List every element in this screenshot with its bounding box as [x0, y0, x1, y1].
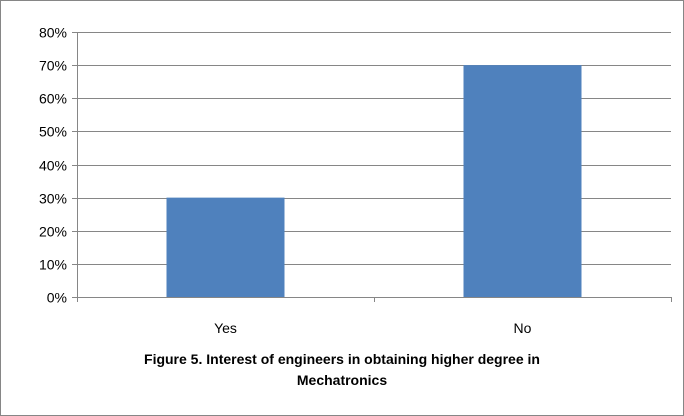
- y-tick-label: 0%: [47, 290, 67, 306]
- y-tick-label: 60%: [39, 91, 67, 107]
- y-tick-label: 30%: [39, 191, 67, 207]
- bar-yes: [166, 197, 285, 297]
- gridlines: [77, 32, 671, 265]
- x-tick-label: Yes: [214, 320, 237, 336]
- caption-line-2: Mechatronics: [296, 372, 388, 388]
- x-tick-label: No: [514, 320, 532, 336]
- bars: [166, 65, 582, 297]
- figure-caption: Figure 5. Interest of engineers in obtai…: [0, 349, 684, 391]
- y-tick-labels: 0% 10% 20% 30% 40% 50% 60% 70% 80%: [39, 25, 67, 306]
- y-tick-label: 40%: [39, 158, 67, 174]
- axes: [72, 32, 672, 302]
- caption-line-1: Figure 5. Interest of engineers in obtai…: [144, 351, 540, 367]
- bar-no: [463, 65, 582, 297]
- y-tick-label: 20%: [39, 224, 67, 240]
- y-tick-label: 50%: [39, 124, 67, 140]
- y-tick-label: 10%: [39, 257, 67, 273]
- x-tick-labels: Yes No: [214, 320, 532, 336]
- y-tick-label: 80%: [39, 25, 67, 41]
- y-tick-label: 70%: [39, 58, 67, 74]
